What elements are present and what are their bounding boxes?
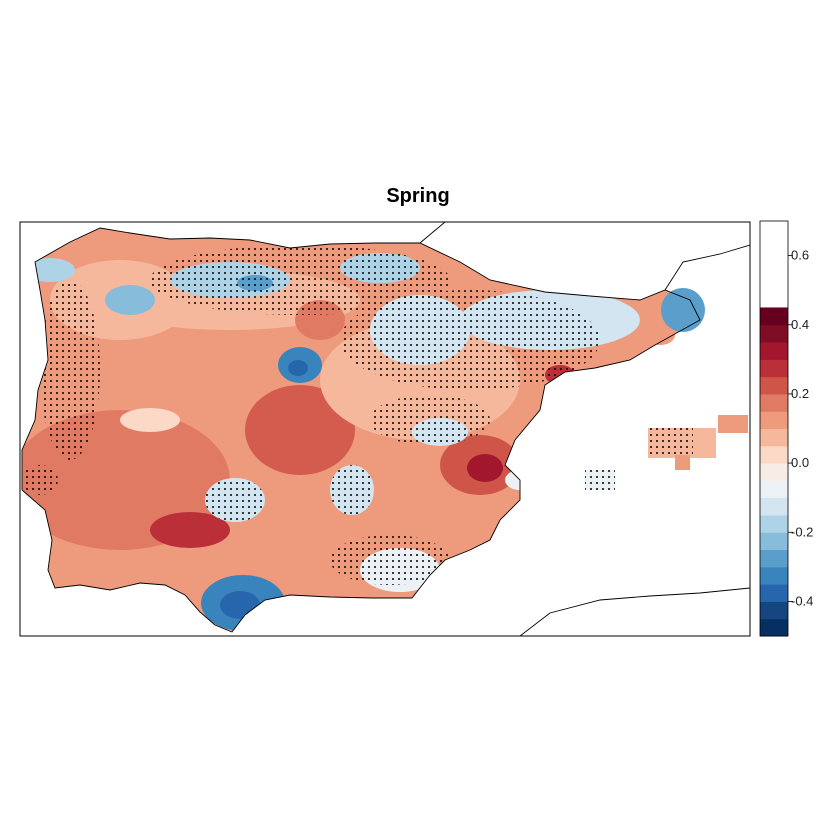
colorbar-cell	[760, 566, 788, 585]
colorbar-cell	[760, 393, 788, 412]
field-patch	[120, 408, 180, 432]
field-patch	[25, 258, 75, 282]
colorbar: 0.6 0.4 0.2 0.0 -0.2 -0.4	[759, 220, 813, 637]
colorbar-tick-label: 0.6	[791, 248, 809, 263]
field-patch	[288, 360, 308, 376]
stipple-area	[205, 478, 265, 522]
colorbar-cell	[760, 514, 788, 533]
field-patch	[645, 325, 675, 345]
stipple-area	[22, 465, 58, 495]
map-title: Spring	[386, 185, 449, 207]
colorbar-cell	[760, 359, 788, 378]
stipple-area	[330, 535, 450, 585]
field-cell	[718, 415, 748, 433]
colorbar-cell	[760, 532, 788, 551]
colorbar-cell	[760, 549, 788, 568]
colorbar-cell	[760, 307, 788, 326]
stipple-area	[150, 245, 450, 315]
colorbar-cell	[760, 480, 788, 499]
stipple-area	[340, 290, 600, 390]
colorbar-cell	[760, 428, 788, 447]
colorbar-cell	[760, 342, 788, 360]
coastlines	[21, 222, 750, 636]
map-panel	[21, 222, 750, 636]
border-line	[664, 244, 750, 291]
correlation-field	[22, 228, 700, 632]
coast-africa	[519, 587, 750, 636]
colorbar-cell	[760, 445, 788, 464]
colorbar-tick-label: -0.4	[791, 593, 813, 608]
colorbar-cell	[760, 324, 788, 343]
colorbar-cell	[760, 618, 788, 637]
border-line	[419, 222, 446, 244]
field-cell	[648, 428, 693, 458]
field-patch	[661, 288, 705, 332]
colorbar-cell	[760, 411, 788, 429]
colorbar-tick-label: 0.4	[791, 317, 809, 332]
colorbar-cell	[760, 497, 788, 516]
field-cell	[585, 470, 615, 490]
colorbar-cell	[760, 584, 788, 602]
colorbar-cell	[760, 463, 788, 481]
colorbar-cell	[760, 376, 788, 395]
field-patch	[105, 285, 155, 315]
field-patch	[220, 591, 260, 619]
stipple-area	[40, 280, 100, 460]
colorbar-tick-label: -0.2	[791, 524, 813, 539]
colorbar-frame	[759, 220, 789, 637]
colorbar-tick-label: 0.0	[791, 455, 809, 470]
stipple-area	[370, 395, 490, 445]
colorbar-cells	[760, 307, 788, 637]
field-patch	[150, 512, 230, 548]
field-patch	[245, 385, 355, 475]
colorbar-tick-label: 0.2	[791, 386, 809, 401]
field-cell	[675, 455, 690, 470]
colorbar-cell	[760, 601, 788, 620]
plot-frame	[19, 221, 751, 637]
colorbar-ticks: 0.6 0.4 0.2 0.0 -0.2 -0.4	[788, 248, 813, 608]
stipple-area	[330, 465, 374, 515]
balearic-field	[585, 415, 748, 490]
field-patch	[467, 454, 503, 482]
